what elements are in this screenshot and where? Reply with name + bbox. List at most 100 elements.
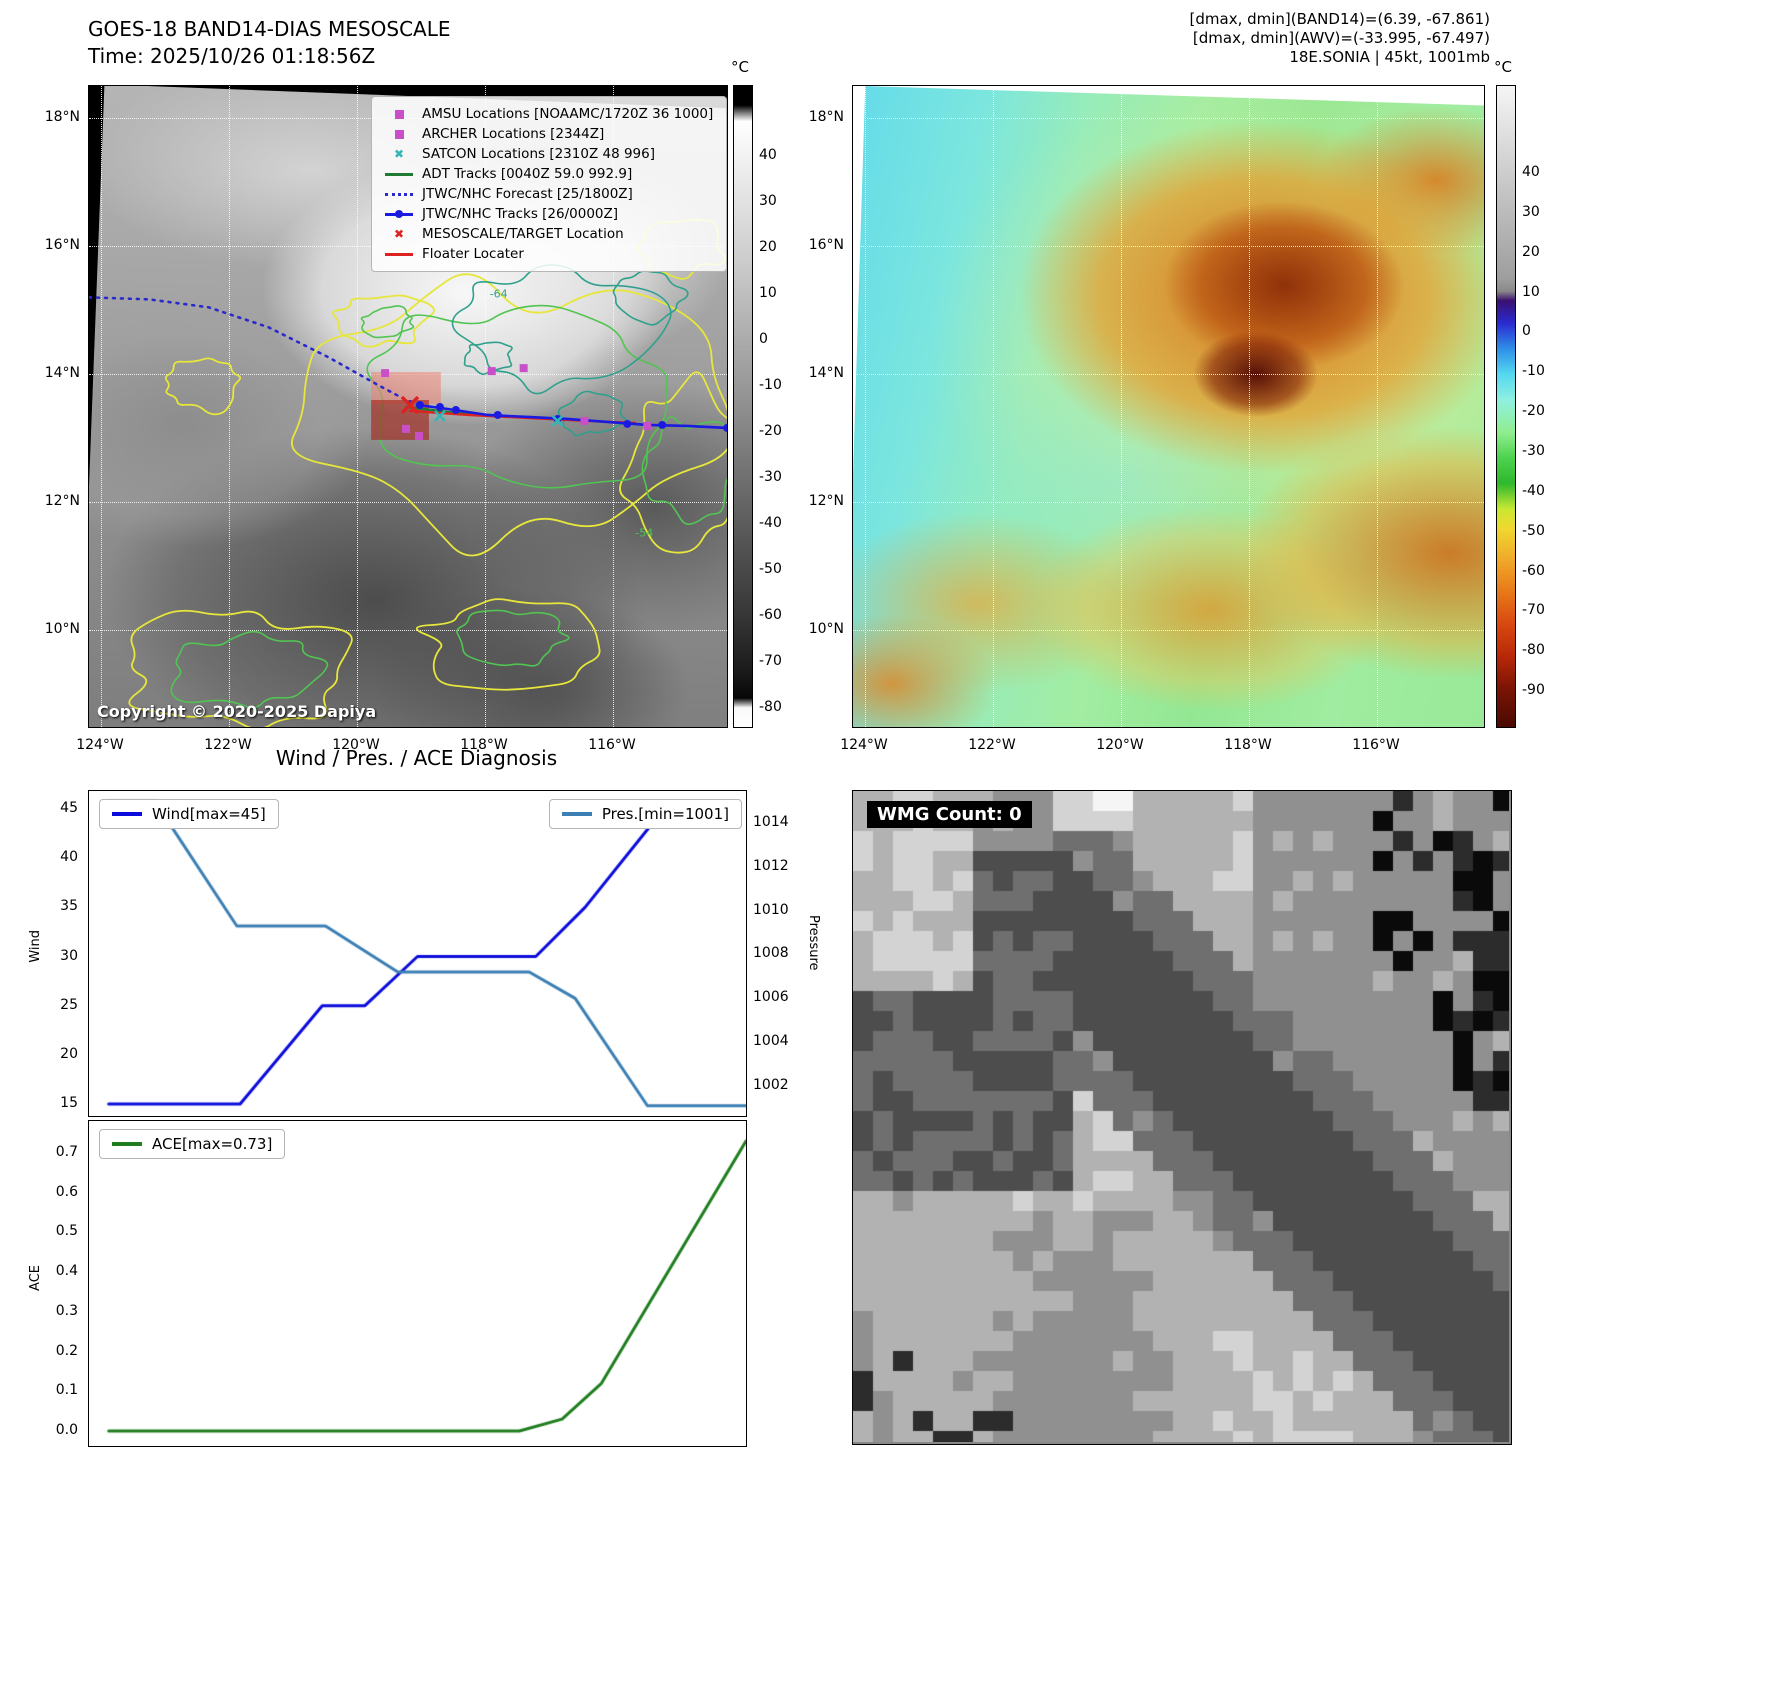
ace-chart [88,1120,747,1447]
ace-tick-label: 0.2 [55,1342,78,1359]
band14-colorbar-tick: -30 [759,469,782,485]
legend-item-label: ARCHER Locations [2344Z] [422,126,605,142]
band14-colorbar [733,85,753,728]
longitude-gridline [485,86,486,727]
yellow-contour [619,371,727,554]
lon-tick-label: 120°W [332,737,380,753]
track-point-marker [451,406,460,414]
pressure-legend-label: Pres.[min=1001] [601,805,729,823]
wind-tick-label: 40 [60,849,78,866]
latitude-gridline [853,374,1484,375]
longitude-gridline [1249,86,1250,727]
track-point-marker [493,410,502,419]
band14-colorbar-tick: 40 [759,147,777,163]
longitude-gridline [613,86,614,727]
ace-tick-label: 0.3 [55,1302,78,1319]
awv-imagery-swath [853,86,1484,727]
awv-colorbar-tick: -40 [1522,482,1545,499]
satcon-location-marker [433,410,446,422]
lat-tick-label: 10°N [44,621,80,637]
amsu-archer-location-marker [381,369,390,378]
green-contour [641,416,727,526]
lat-tick-label: 12°N [808,493,844,509]
contours-and-tracks-overlay: -64 -54 [89,219,727,727]
latitude-gridline [853,502,1484,503]
band14-colorbar-tick: 30 [759,193,777,209]
wind-tick-label: 45 [60,800,78,816]
pressure-axis-label: Pressure [806,915,821,971]
dmax-dmin-band14-text: [dmax, dmin](BAND14)=(6.39, -67.861) [1189,10,1490,28]
awv-colorbar-unit: °C [1494,58,1512,76]
dmax-dmin-awv-text: [dmax, dmin](AWV)=(-33.995, -67.497) [1192,29,1490,47]
panel1-title: GOES-18 BAND14-DIAS MESOSCALE Time: 2025… [88,16,451,70]
legend-item-label: Floater Locater [422,246,524,262]
lat-tick-label: 12°N [44,493,80,509]
legend-item: ARCHER Locations [2344Z] [382,124,716,144]
wind-tick-label: 30 [60,947,78,964]
ace-tick-label: 0.1 [55,1382,78,1399]
teal-contour [451,264,672,395]
legend-item-label: AMSU Locations [NOAAMC/1720Z 36 1000] [422,106,714,122]
band14-colorbar-tick: -80 [759,699,782,715]
lon-tick-label: 120°W [1096,737,1144,753]
latitude-gridline [853,246,1484,247]
lon-tick-label: 118°W [460,737,508,753]
ace-line-sample [112,1142,142,1146]
lat-tick-label: 18°N [44,109,80,125]
yellow-contour [164,357,241,416]
legend-item-label: SATCON Locations [2310Z 48 996] [422,146,655,162]
awv-colorbar-tick: 40 [1522,164,1540,180]
teal-contour [463,341,513,376]
legend-item: JTWC/NHC Tracks [26/0000Z] [382,204,716,224]
track-point-marker [435,403,444,411]
band14-colorbar-tick: -40 [759,515,782,531]
track-point-marker [658,420,667,429]
diagnosis-title: Wind / Pres. / ACE Diagnosis [275,746,558,770]
latitude-gridline [853,630,1484,631]
band14-colorbar-unit: °C [731,58,749,76]
pressure-tick-label: 1008 [753,945,789,962]
contour-level-label: -54 [635,527,653,540]
latitude-gridline [89,502,727,503]
wmg-panel: WMG Count: 0 [852,790,1512,1445]
line-dot-marker-icon [382,210,416,218]
amsu-archer-location-marker [519,364,528,373]
jtwc-best-track [416,403,727,430]
band14-colorbar-tick: -20 [759,423,782,439]
latitude-gridline [853,118,1484,119]
jtwc-forecast-track [89,296,422,407]
pressure-tick-label: 1002 [753,1076,789,1093]
wind-pressure-chart [88,790,747,1117]
ace-legend-label: ACE[max=0.73] [152,1135,273,1153]
awv-color-map [852,85,1485,728]
lon-tick-label: 124°W [840,737,888,753]
pressure-tick-label: 1012 [753,857,789,874]
awv-colorbar-tick: -50 [1522,522,1545,539]
wind-legend: Wind[max=45] [99,799,279,829]
longitude-gridline [993,86,994,727]
ace-tick-label: 0.7 [55,1144,78,1160]
band14-colorbar-tick: 0 [759,331,768,347]
line-marker-icon [382,172,416,176]
lon-tick-label: 124°W [76,737,124,753]
amsu-archer-location-marker [414,431,423,440]
lon-tick-label: 122°W [968,737,1016,753]
lat-tick-label: 10°N [808,621,844,637]
legend-item-label: ADT Tracks [0040Z 59.0 992.9] [422,166,633,182]
band14-colorbar-tick: -10 [759,377,782,393]
green-contour [360,305,415,339]
track-point-marker [623,419,632,428]
mesoscale-target-marker [400,395,420,415]
lat-tick-label: 14°N [44,365,80,381]
legend-item-label: MESOSCALE/TARGET Location [422,226,624,242]
awv-colorbar-tick: -90 [1522,682,1545,699]
wind-tick-label: 35 [60,898,78,915]
lon-tick-label: 116°W [588,737,636,753]
yellow-contour [332,294,435,348]
panel1-title-line2: Time: 2025/10/26 01:18:56Z [88,44,376,68]
x-marker-icon: ✖ [393,227,405,241]
ace-tick-label: 0.4 [55,1263,78,1280]
longitude-gridline [1377,86,1378,727]
longitude-gridline [1121,86,1122,727]
